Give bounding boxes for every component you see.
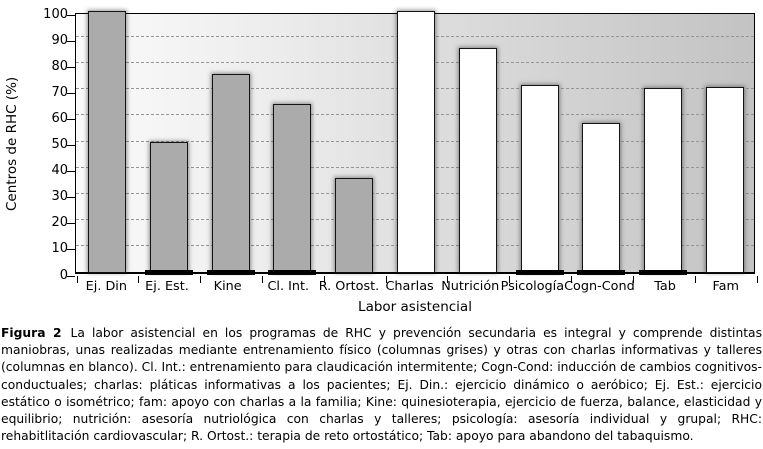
x-tick-8 (571, 276, 573, 283)
y-tick-label-100: 100 (43, 6, 68, 22)
y-tick-0 (67, 275, 75, 277)
x-tick-9 (632, 276, 634, 283)
x-tick-1 (138, 276, 140, 283)
y-tick-label-60: 60 (51, 110, 68, 126)
figure-caption-text: La labor asistencial en los programas de… (1, 326, 763, 444)
bar-r-ortost (335, 178, 374, 272)
category-label-cogn-cond: Cogn-Cond (564, 279, 635, 294)
bar-tab (644, 88, 683, 272)
y-tick-label-30: 30 (51, 189, 68, 205)
figure-caption: Figura 2 La labor asistencial en los prog… (0, 325, 763, 445)
category-label-tab: Tab (654, 279, 676, 294)
bar-cogn-cond (582, 123, 621, 272)
y-tick-100 (67, 14, 75, 16)
x-tick-6 (447, 276, 449, 283)
y-tick-label-90: 90 (51, 32, 68, 48)
category-label-r-ortost: R. Ortost. (318, 279, 380, 294)
base-mark-tab (639, 270, 688, 275)
y-axis-title: Centros de RHC (%) (4, 76, 20, 211)
x-tick-11 (756, 276, 758, 283)
bar-ej-din (87, 11, 126, 272)
x-category-labels: Ej. Din Ej. Est. Kine Cl. Int. R. Ortost. Cha… (76, 279, 756, 294)
y-tick-30 (67, 197, 75, 199)
y-tick-label-0: 0 (59, 267, 68, 283)
y-tick-80 (67, 66, 75, 68)
bar-fam (706, 86, 745, 272)
plot-area (75, 11, 755, 275)
category-label-charlas: Charlas (385, 279, 434, 294)
base-mark-cogn-cond (577, 270, 626, 275)
y-tick-40 (67, 171, 75, 173)
chart: Centros de RHC (%) Ej. Din Ej. Est. Kine Cl… (4, 6, 758, 315)
y-tick-label-10: 10 (51, 241, 68, 257)
x-tick-10 (694, 276, 696, 283)
category-label-psicologia: Psicología (500, 279, 565, 294)
x-tick-3 (261, 276, 263, 283)
y-tick-60 (67, 118, 75, 120)
bar-kine (211, 73, 250, 272)
x-tick-5 (385, 276, 387, 283)
y-tick-90 (67, 40, 75, 42)
y-tick-label-50: 50 (51, 137, 68, 152)
x-tick-0 (76, 276, 78, 283)
bar-cl-int (273, 103, 312, 272)
y-tick-10 (67, 249, 75, 251)
bar-nutricion (458, 47, 497, 272)
x-tick-2 (200, 276, 202, 283)
y-tick-label-20: 20 (51, 215, 68, 231)
x-tick-4 (323, 276, 325, 283)
y-tick-label-40: 40 (51, 163, 68, 179)
category-label-fam: Fam (712, 279, 739, 294)
y-tick-label-80: 80 (51, 58, 68, 74)
y-tick-50 (67, 145, 75, 146)
base-mark-psicologia (515, 270, 564, 275)
base-mark-kine (206, 270, 255, 275)
bar-charlas (397, 11, 435, 272)
y-tick-label-70: 70 (51, 84, 68, 100)
x-axis-title: Labor asistencial (358, 299, 472, 315)
category-label-nutricion: Nutrición (441, 279, 500, 294)
category-label-ej-din: Ej. Din (85, 279, 127, 294)
x-tick-7 (509, 276, 511, 283)
base-mark-ej-est (144, 270, 193, 275)
y-tick-20 (67, 223, 75, 225)
category-label-ej-est: Ej. Est. (145, 279, 189, 294)
figure-caption-label: Figura 2 (1, 326, 62, 340)
y-tick-70 (67, 92, 75, 94)
base-mark-cl-int (268, 270, 317, 275)
bar-ej-est (149, 141, 188, 272)
category-label-cl-int: Cl. Int. (267, 279, 310, 294)
category-label-kine: Kine (213, 279, 242, 294)
bar-psicologia (520, 85, 559, 272)
